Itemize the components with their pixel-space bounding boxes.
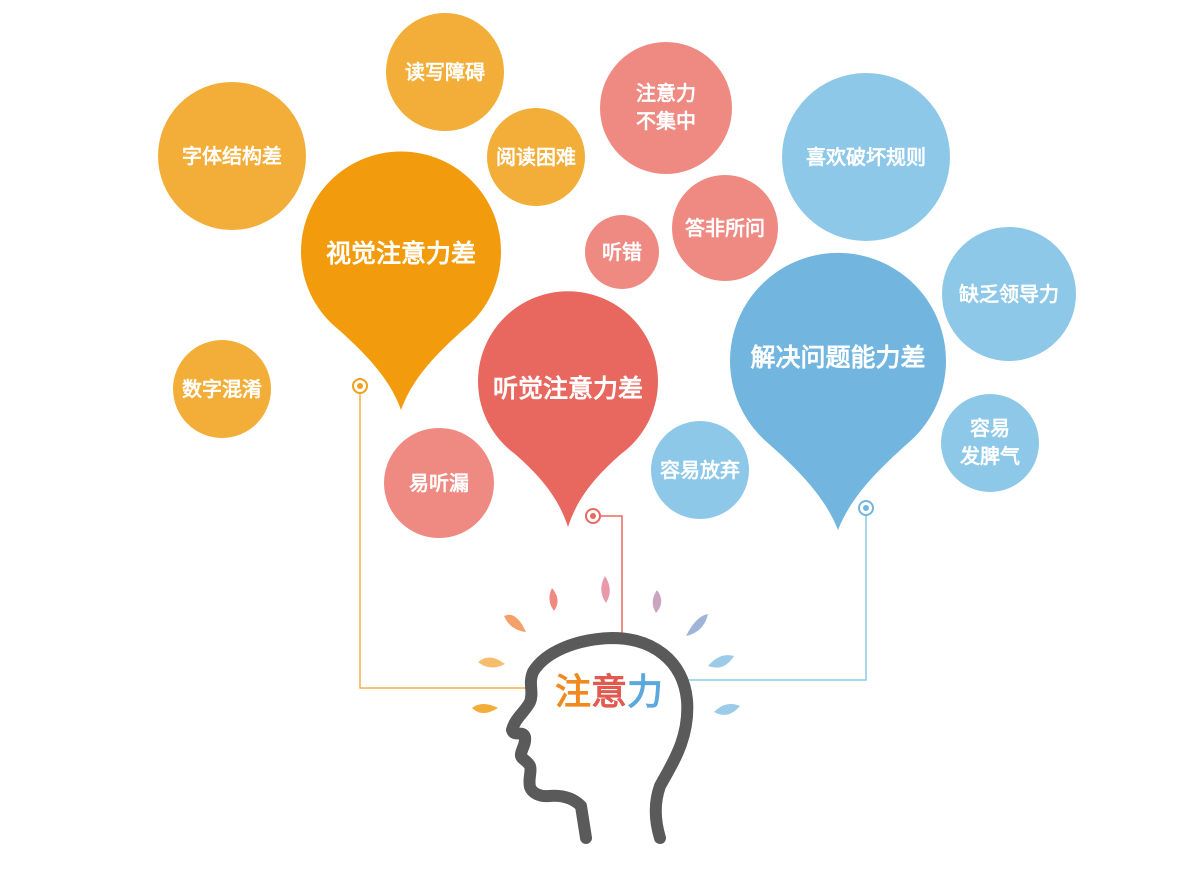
svg-text:阅读困难: 阅读困难: [496, 145, 576, 169]
bubble-inattentive: 注意力 不集中: [600, 42, 732, 174]
drop-icon: [708, 655, 734, 668]
bubble-font-poor: 字体结构差: [158, 82, 306, 230]
problem-connector-line: [680, 508, 867, 681]
visual-label: 视觉注意力差: [326, 239, 476, 268]
drop-icon: [652, 590, 662, 613]
svg-text:发脾气: 发脾气: [959, 444, 1020, 468]
visual-connector-dot: [352, 378, 368, 394]
problem-label: 解决问题能力差: [750, 343, 925, 372]
bubble-give-up: 容易放弃: [651, 421, 749, 519]
problem-connector-dot: [858, 500, 874, 516]
drop-icon: [686, 614, 708, 636]
drop-icon: [478, 657, 505, 668]
svg-text:不集中: 不集中: [636, 109, 696, 133]
bubble-number-confusion: 数字混淆: [173, 340, 271, 438]
problem-group: 解决问题能力差: [730, 252, 946, 530]
drop-icon: [601, 576, 610, 603]
center-title: 注意力: [555, 672, 663, 713]
svg-text:容易放弃: 容易放弃: [660, 458, 740, 482]
bubble-temper: 容易 发脾气: [941, 394, 1039, 492]
auditory-label: 听觉注意力差: [493, 374, 643, 403]
bubble-reading-writing: 读写障碍: [386, 13, 504, 131]
bubble-miss-hearing: 易听漏: [384, 428, 494, 538]
drop-icon: [504, 614, 526, 632]
bubble-reading-difficulty: 阅读困难: [487, 108, 585, 206]
center-title-char-3: 力: [627, 672, 663, 713]
svg-text:缺乏领导力: 缺乏领导力: [959, 282, 1059, 306]
auditory-connector-line: [593, 515, 623, 640]
drop-icon: [714, 704, 740, 715]
auditory-group: 听觉注意力差: [478, 291, 659, 527]
svg-text:听错: 听错: [602, 240, 642, 264]
auditory-pin-icon: [478, 291, 659, 527]
visual-group: 视觉注意力差: [301, 151, 501, 410]
bubble-lack-leadership: 缺乏领导力: [942, 227, 1076, 361]
drop-icon: [549, 588, 558, 611]
bubble-mishear: 听错: [585, 215, 659, 289]
drops: [472, 576, 740, 715]
problem-pin-icon: [730, 252, 946, 530]
drop-icon: [472, 704, 498, 713]
svg-text:喜欢破坏规则: 喜欢破坏规则: [806, 145, 926, 169]
center-title-char-1: 注: [555, 672, 591, 713]
svg-text:读写障碍: 读写障碍: [405, 60, 485, 84]
visual-pin-icon: [301, 151, 501, 410]
auditory-connector-dot: [585, 508, 601, 524]
svg-text:字体结构差: 字体结构差: [182, 144, 282, 168]
svg-text:答非所问: 答非所问: [685, 216, 765, 240]
center-title-char-2: 意: [591, 672, 627, 713]
bubble-irrelevant-answer: 答非所问: [672, 175, 778, 281]
svg-text:易听漏: 易听漏: [409, 471, 469, 495]
bubble-break-rules: 喜欢破坏规则: [782, 73, 950, 241]
visual-connector-line: [359, 386, 530, 689]
svg-text:容易: 容易: [970, 416, 1010, 440]
svg-text:注意力: 注意力: [636, 81, 696, 105]
head-outline-icon: [506, 632, 694, 844]
svg-text:数字混淆: 数字混淆: [182, 377, 262, 401]
